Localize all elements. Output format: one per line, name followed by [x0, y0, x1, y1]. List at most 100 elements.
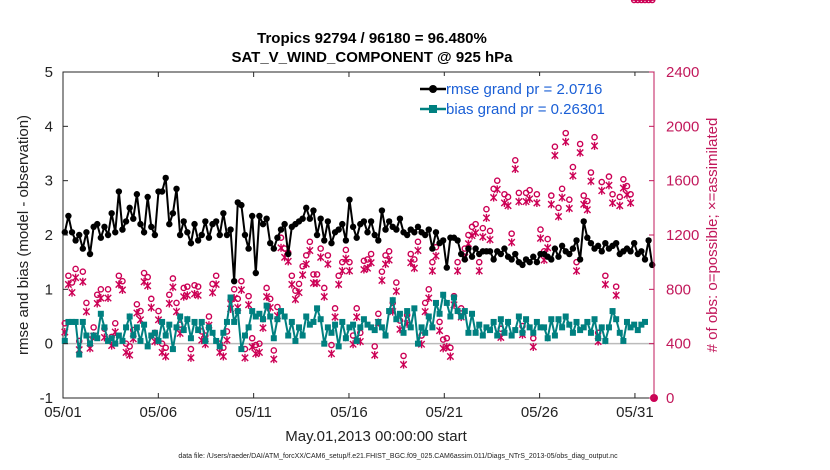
obs-assimilated-point: [432, 251, 440, 260]
rmse-point: [425, 226, 432, 233]
y2-tick-label: 1200: [666, 227, 699, 244]
rmse-point: [180, 218, 187, 225]
obs-assimilated-point: [551, 151, 559, 160]
bias-point: [551, 332, 558, 339]
bias-point: [198, 318, 205, 325]
rmse-point: [378, 207, 386, 214]
obs-possible-point: [338, 258, 346, 266]
bias-point: [360, 316, 367, 323]
rmse-point: [566, 250, 573, 258]
bias-point: [404, 308, 411, 315]
rmse-point: [220, 210, 227, 217]
obs-possible-point: [328, 341, 335, 349]
bias-point: [411, 305, 418, 312]
obs-assimilated-point: [187, 353, 195, 362]
rmse-point: [299, 215, 306, 222]
bias-point: [288, 318, 295, 325]
rmse-point: [342, 237, 350, 244]
rmse-point: [194, 237, 202, 244]
y2-tick-label: 2400: [666, 64, 699, 81]
obs-assimilated-point: [331, 313, 339, 322]
rmse-point: [259, 220, 267, 228]
obs-possible-point: [65, 272, 72, 280]
bias-point: [566, 321, 573, 328]
rmse-point: [227, 226, 234, 233]
bias-point: [526, 324, 533, 331]
obs-assimilated-point: [79, 277, 87, 286]
rmse-point: [375, 237, 382, 244]
rmse-point: [94, 220, 101, 228]
rmse-point: [519, 261, 526, 269]
bias-point: [638, 321, 645, 328]
bias-point: [72, 318, 79, 325]
obs-possible-point: [591, 133, 598, 141]
obs-assimilated-point: [453, 266, 462, 275]
obs-assimilated-point: [608, 198, 617, 207]
bias-point: [76, 351, 83, 358]
bias-point: [209, 329, 216, 336]
obs-assimilated-point: [504, 201, 512, 210]
bias-point: [97, 310, 104, 317]
y-tick-label: 1: [45, 281, 53, 298]
rmse-point: [382, 226, 389, 233]
rmse-point: [198, 231, 205, 239]
rmse-series: [61, 174, 656, 285]
obs-possible-point: [472, 220, 479, 228]
legend: rmse grand pr = 2.0716 bias grand pr = 0…: [417, 76, 649, 118]
bias-point: [260, 316, 267, 323]
obs-assimilated-point: [569, 171, 577, 180]
bias-point: [278, 308, 285, 315]
obs-possible-point: [511, 156, 519, 164]
obs-possible-point: [104, 286, 112, 293]
obs-assimilated-point: [259, 323, 267, 332]
obs-possible-point: [569, 163, 577, 171]
obs-assimilated-point: [385, 256, 393, 265]
bias-point: [458, 313, 465, 320]
bias-point: [241, 332, 248, 339]
obs-possible-point: [248, 334, 256, 342]
bias-point: [166, 321, 173, 328]
obs-possible-point: [612, 283, 620, 290]
obs-assimilated-point: [316, 253, 325, 262]
bias-point: [577, 327, 584, 334]
rmse-point: [569, 245, 577, 252]
obs-possible-point: [547, 192, 555, 199]
rmse-point: [508, 256, 515, 263]
obs-possible-point: [205, 313, 213, 320]
rmse-point: [187, 239, 195, 247]
rmse-point: [321, 237, 328, 244]
obs-possible-point: [324, 252, 332, 259]
bias-point: [573, 318, 580, 325]
bias-point: [515, 313, 522, 320]
obs-possible-point: [371, 343, 379, 350]
rmse-point: [454, 237, 461, 244]
obs-possible-point: [68, 279, 76, 286]
obs-possible-point: [634, 0, 642, 4]
bias-point: [634, 327, 641, 334]
obs-possible-point: [133, 300, 141, 308]
bias-point: [623, 318, 630, 325]
bias-point: [151, 329, 158, 336]
bias-point: [223, 318, 230, 325]
obs-possible-point: [155, 307, 162, 315]
rmse-point: [112, 229, 119, 236]
bias-point: [303, 313, 310, 320]
bias-point: [335, 343, 342, 350]
obs-possible-point: [486, 227, 494, 235]
y2-tick-label: 2000: [666, 118, 699, 135]
bias-point: [598, 324, 605, 331]
rmse-point: [360, 218, 368, 225]
bias-point: [141, 321, 148, 328]
obs-possible-point: [537, 226, 544, 233]
bias-point: [256, 310, 263, 317]
x-tick-label: 05/01: [44, 404, 82, 421]
obs-assimilated-point: [619, 184, 628, 193]
obs-assimilated-point: [626, 198, 635, 207]
obs-assimilated-point: [255, 348, 264, 357]
obs-possible-point: [144, 273, 151, 281]
rmse-point: [526, 258, 533, 266]
rmse-point: [533, 258, 541, 266]
obs-possible-point: [479, 224, 487, 232]
obs-possible-point: [587, 169, 595, 176]
obs-possible-point: [270, 347, 278, 354]
